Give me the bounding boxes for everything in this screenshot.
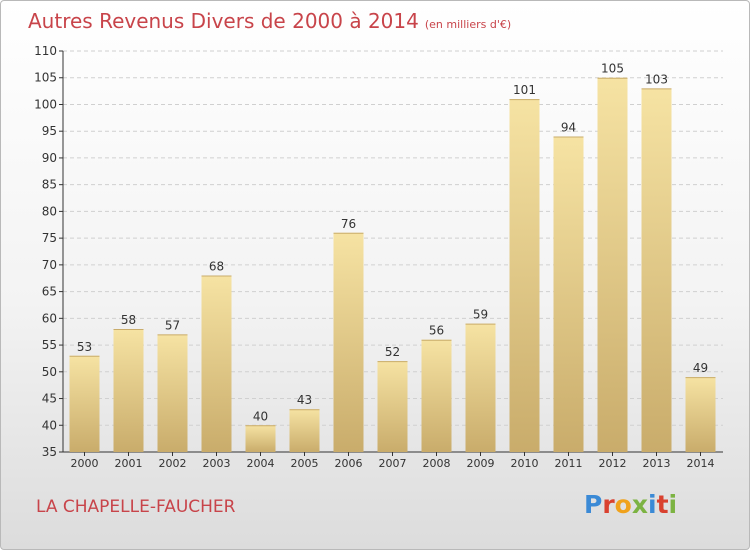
bar <box>289 409 320 452</box>
chart-title-text: Autres Revenus Divers de 2000 à 2014 <box>28 9 419 33</box>
bar <box>201 275 232 452</box>
logo-letter: i <box>648 490 657 519</box>
y-tick-label: 90 <box>42 151 57 165</box>
labels: 35 40 45 50 55 60 65 70 75 80 85 90 95 100 105 110 53 200… <box>34 44 714 470</box>
bar <box>421 339 452 452</box>
bar <box>509 99 540 453</box>
bar-value-label: 43 <box>297 393 312 407</box>
bar-value-label: 59 <box>473 308 488 322</box>
bar <box>377 361 408 452</box>
logo-letter: o <box>614 490 632 519</box>
bar <box>553 136 584 452</box>
x-tick-label: 2002 <box>159 457 187 470</box>
x-tick-label: 2014 <box>687 457 715 470</box>
x-tick-label: 2009 <box>467 457 495 470</box>
y-tick-label: 55 <box>42 338 57 352</box>
bar-value-label: 57 <box>165 318 180 332</box>
bar <box>113 329 144 452</box>
x-tick-label: 2000 <box>71 457 99 470</box>
proxiti-logo: Proxiti <box>584 490 677 519</box>
x-tick-label: 2008 <box>423 457 451 470</box>
bar-value-label: 53 <box>77 340 92 354</box>
y-tick-label: 80 <box>42 204 57 218</box>
x-tick-label: 2005 <box>291 457 319 470</box>
y-tick-label: 40 <box>42 418 57 432</box>
bar <box>245 425 276 452</box>
bar-value-label: 105 <box>601 62 624 76</box>
bar-value-label: 76 <box>341 217 356 231</box>
bar-value-label: 40 <box>253 409 268 423</box>
x-tick-label: 2001 <box>115 457 143 470</box>
y-tick-label: 60 <box>42 311 57 325</box>
logo-letter: i <box>668 490 678 519</box>
x-tick-label: 2007 <box>379 457 407 470</box>
y-tick-label: 75 <box>42 231 57 245</box>
y-tick-label: 35 <box>42 445 57 459</box>
y-tick-label: 105 <box>34 71 57 85</box>
x-tick-label: 2006 <box>335 457 363 470</box>
x-tick-label: 2011 <box>555 457 583 470</box>
bar-value-label: 101 <box>513 83 536 97</box>
bar-value-label: 58 <box>121 313 136 327</box>
y-tick-label: 45 <box>42 392 57 406</box>
y-tick-label: 95 <box>42 124 57 138</box>
bar-value-label: 68 <box>209 260 224 274</box>
logo-letter: x <box>631 490 648 519</box>
y-tick-label: 85 <box>42 178 57 192</box>
bars <box>69 77 716 453</box>
logo-letter: P <box>584 490 603 519</box>
logo-letter: r <box>602 490 615 519</box>
bar-value-label: 94 <box>561 121 576 135</box>
y-tick-label: 65 <box>42 285 57 299</box>
y-tick-label: 110 <box>34 44 57 58</box>
bar <box>69 355 100 452</box>
x-tick-label: 2012 <box>599 457 627 470</box>
bar-value-label: 52 <box>385 345 400 359</box>
y-tick-label: 70 <box>42 258 57 272</box>
x-tick-label: 2004 <box>247 457 275 470</box>
bar <box>641 88 672 452</box>
bar <box>157 334 188 452</box>
commune-name: LA CHAPELLE-FAUCHER <box>36 497 236 517</box>
y-tick-label: 100 <box>34 97 57 111</box>
bar-value-label: 103 <box>645 72 668 86</box>
bar <box>465 323 496 452</box>
bar <box>333 232 364 452</box>
bar <box>685 377 716 452</box>
y-tick-label: 50 <box>42 365 57 379</box>
x-tick-label: 2013 <box>643 457 671 470</box>
x-tick-label: 2003 <box>203 457 231 470</box>
logo-letter: t <box>656 490 669 519</box>
bar <box>597 77 628 452</box>
x-tick-label: 2010 <box>511 457 539 470</box>
bar-value-label: 49 <box>693 361 708 375</box>
bar-value-label: 56 <box>429 324 444 338</box>
chart-unit: (en milliers d'€) <box>424 18 512 31</box>
chart-title: Autres Revenus Divers de 2000 à 2014 (en … <box>28 9 511 33</box>
